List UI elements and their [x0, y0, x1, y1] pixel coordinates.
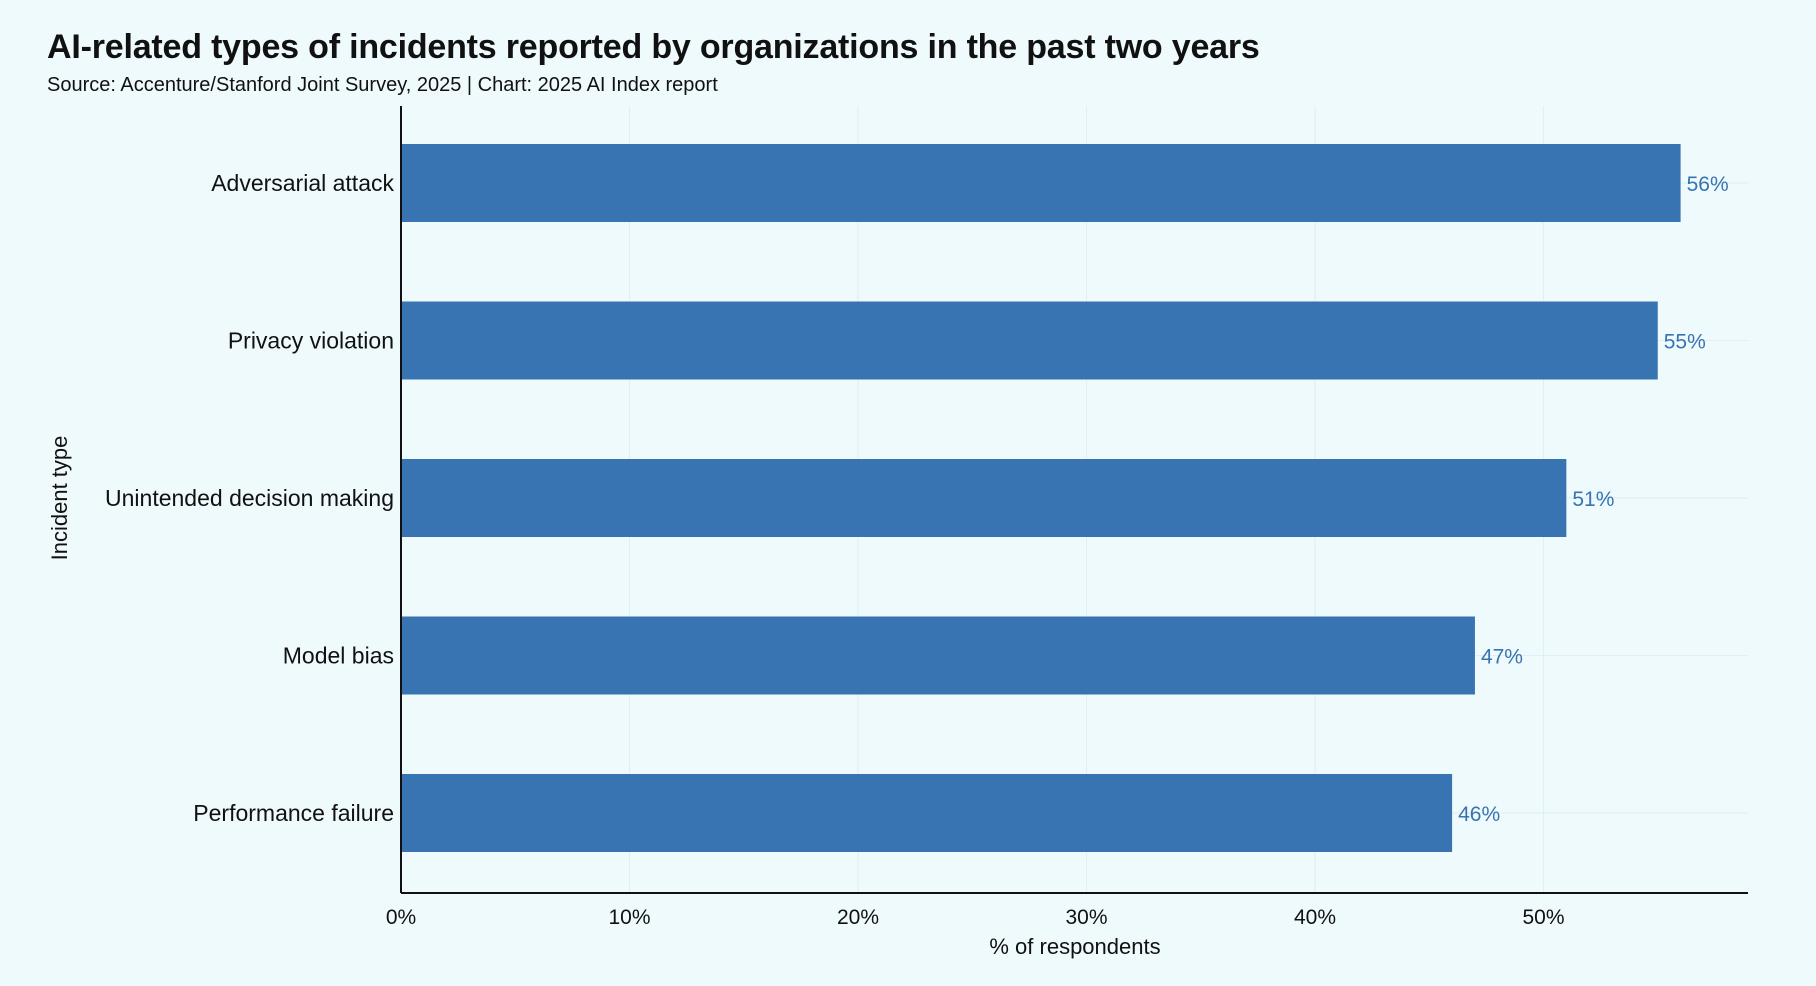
chart-title: AI-related types of incidents reported b… [47, 28, 1260, 66]
x-tick-label-4: 40% [1294, 906, 1336, 929]
bar-3 [401, 616, 1475, 695]
x-tick-labels: 0% 10% 20% 30% 40% 50% [386, 906, 1565, 929]
value-label-1: 55% [1664, 331, 1706, 354]
chart-subtitle: Source: Accenture/Stanford Joint Survey,… [47, 74, 718, 96]
category-label-3: Model bias [283, 643, 394, 669]
x-tick-label-2: 20% [837, 906, 879, 929]
x-tick-label-5: 50% [1522, 906, 1564, 929]
x-tick-label-3: 30% [1065, 906, 1107, 929]
bar-2 [401, 459, 1567, 537]
value-label-4: 46% [1458, 803, 1500, 826]
value-label-2: 51% [1572, 488, 1614, 511]
category-label-1: Privacy violation [228, 328, 394, 354]
y-axis-title: Incident type [47, 436, 72, 561]
bars [401, 144, 1681, 852]
category-label-0: Adversarial attack [211, 170, 394, 196]
bar-1 [401, 301, 1658, 380]
x-tick-label-0: 0% [386, 906, 416, 929]
category-label-2: Unintended decision making [105, 485, 394, 511]
value-label-0: 56% [1687, 173, 1729, 196]
bar-0 [401, 144, 1681, 222]
value-label-3: 47% [1481, 646, 1523, 669]
x-axis-title: % of respondents [989, 934, 1160, 959]
value-labels: 56% 55% 51% 47% 46% [1458, 173, 1729, 826]
bar-4 [401, 774, 1453, 852]
category-label-4: Performance failure [193, 800, 394, 826]
x-tick-label-1: 10% [608, 906, 650, 929]
category-labels: Adversarial attack Privacy violation Unint… [105, 170, 394, 826]
